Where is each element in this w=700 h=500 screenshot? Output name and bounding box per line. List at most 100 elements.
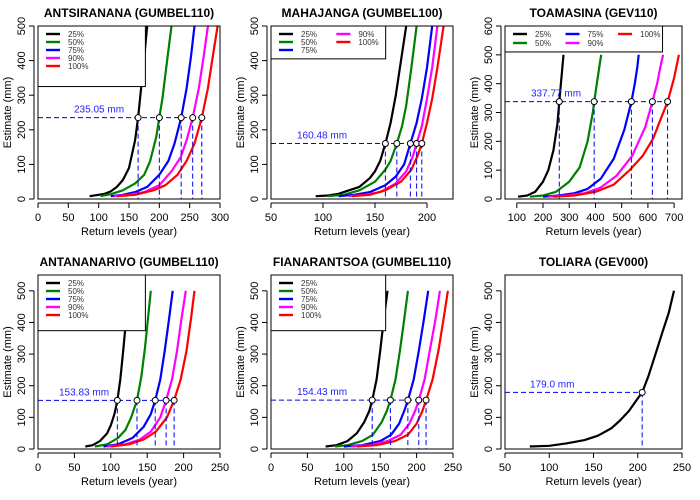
x-tick-label: 150 — [366, 212, 384, 224]
y-tick-label: 100 — [483, 161, 495, 179]
legend-label: 75% — [68, 295, 84, 304]
legend-label: 50% — [535, 39, 551, 48]
crossing-point — [664, 98, 672, 106]
y-tick-label: 200 — [249, 121, 261, 139]
x-tick-label: 100 — [540, 462, 558, 474]
legend-box — [504, 25, 664, 53]
x-tick-label: 700 — [665, 212, 683, 224]
crossing-point — [113, 396, 121, 404]
x-tick-label: 300 — [560, 212, 578, 224]
x-axis-label: Return levels (year) — [81, 476, 177, 488]
y-tick-label: 200 — [483, 377, 495, 395]
y-tick-label: 300 — [483, 103, 495, 121]
y-tick-label: 400 — [249, 313, 261, 331]
x-tick-label: 50 — [62, 212, 74, 224]
threshold-label: 153.83 mm — [59, 387, 109, 398]
series-line-25pct — [85, 290, 131, 448]
panel-4: ANTANANARIVO (GUMBEL110) 0 50 100 150 200 250 0… — [2, 255, 229, 488]
x-tick-label: 200 — [629, 462, 647, 474]
crossing-point — [393, 139, 401, 147]
legend-label: 25% — [535, 30, 551, 39]
panel-5: FIANARANTSOA (GUMBEL110) 0 50 100 150 200 250 0… — [235, 255, 462, 488]
y-tick-label: 100 — [249, 408, 261, 426]
x-tick-label: 200 — [407, 462, 425, 474]
x-tick-label: 250 — [444, 462, 462, 474]
legend-box — [270, 25, 387, 60]
y-tick-label: 0 — [16, 196, 28, 202]
series-line-100pct — [352, 26, 445, 198]
legend-label: 25% — [68, 279, 84, 288]
series-line-90pct — [548, 54, 665, 198]
x-axis-label: Return levels (year) — [546, 476, 642, 488]
y-axis-label: Estimate (mm) — [2, 326, 14, 398]
y-tick-label: 100 — [16, 408, 28, 426]
y-axis-label: Estimate (mm) — [235, 77, 247, 149]
x-tick-label: 200 — [534, 212, 552, 224]
crossing-point — [198, 114, 206, 122]
x-tick-label: 100 — [89, 212, 107, 224]
crossing-point — [638, 388, 646, 396]
x-tick-label: 150 — [120, 212, 138, 224]
x-axis-label: Return levels (year) — [81, 226, 177, 238]
crossing-point — [189, 114, 197, 122]
x-tick-label: 250 — [180, 212, 198, 224]
legend-label: 90% — [301, 303, 317, 312]
crossing-point — [162, 396, 170, 404]
crossing-point — [648, 98, 656, 106]
crossing-point — [134, 114, 142, 122]
y-axis-label: Estimate (mm) — [235, 326, 247, 398]
chart-title: ANTANANARIVO (GUMBEL110) — [39, 255, 218, 269]
panel-2: MAHAJANGA (GUMBEL100) 50 100 150 200 0 100 200 3… — [235, 6, 454, 238]
series-line-curve — [529, 290, 676, 448]
x-tick-label: 100 — [314, 212, 332, 224]
panel-3: TOAMASINA (GEV110) 100 200 300 400 500 600 700 0… — [469, 6, 683, 238]
series-line-100pct — [116, 26, 219, 198]
x-tick-label: 50 — [265, 212, 277, 224]
legend: 25%50%75%90%100% — [270, 25, 387, 60]
threshold-label: 160.48 mm — [297, 130, 347, 141]
x-tick-label: 250 — [673, 462, 691, 474]
x-tick-label: 100 — [508, 212, 526, 224]
y-tick-label: 200 — [16, 121, 28, 139]
crossing-point — [170, 396, 178, 404]
legend-box — [270, 274, 387, 332]
series-line-75pct — [338, 26, 434, 198]
x-tick-label: 600 — [639, 212, 657, 224]
plot-box — [504, 274, 683, 450]
crossing-point — [133, 396, 141, 404]
chart-title: TOLIARA (GEV000) — [539, 255, 648, 269]
legend-box — [37, 25, 146, 88]
y-tick-label: 100 — [483, 408, 495, 426]
x-tick-label: 200 — [150, 212, 168, 224]
y-tick-label: 500 — [249, 282, 261, 300]
chart-title: TOAMASINA (GEV110) — [529, 6, 657, 20]
legend-label: 100% — [640, 30, 660, 39]
legend-label: 100% — [68, 311, 88, 320]
legend: 25%50%75%90%100% — [37, 274, 146, 332]
x-tick-label: 200 — [418, 212, 436, 224]
series-line-50pct — [94, 290, 152, 448]
y-tick-label: 500 — [249, 17, 261, 35]
series-line-50pct — [334, 290, 409, 448]
crossing-point — [627, 98, 635, 106]
series-line-90pct — [351, 290, 441, 448]
y-tick-label: 0 — [483, 196, 495, 202]
legend-label: 75% — [301, 46, 317, 55]
legend-label: 90% — [358, 30, 374, 39]
x-tick-label: 300 — [211, 212, 229, 224]
y-tick-label: 400 — [16, 51, 28, 69]
x-tick-label: 0 — [268, 462, 274, 474]
crossing-point — [404, 396, 412, 404]
panel-1: ANTSIRANANA (GUMBEL110) 0 50 100 150 200 250 30… — [2, 6, 229, 238]
y-tick-label: 600 — [483, 17, 495, 35]
crossing-point — [151, 396, 159, 404]
series-line-25pct — [517, 54, 565, 198]
legend-label: 100% — [68, 62, 88, 71]
crossing-point — [386, 396, 394, 404]
y-tick-label: 0 — [249, 196, 261, 202]
x-tick-label: 150 — [138, 462, 156, 474]
chart-title: MAHAJANGA (GUMBEL100) — [282, 6, 443, 20]
panel-6: TOLIARA (GEV000) 50 100 150 200 250 0 100 200 300… — [469, 255, 691, 488]
threshold-label: 337.77 mm — [531, 89, 581, 100]
legend-label: 25% — [68, 30, 84, 39]
